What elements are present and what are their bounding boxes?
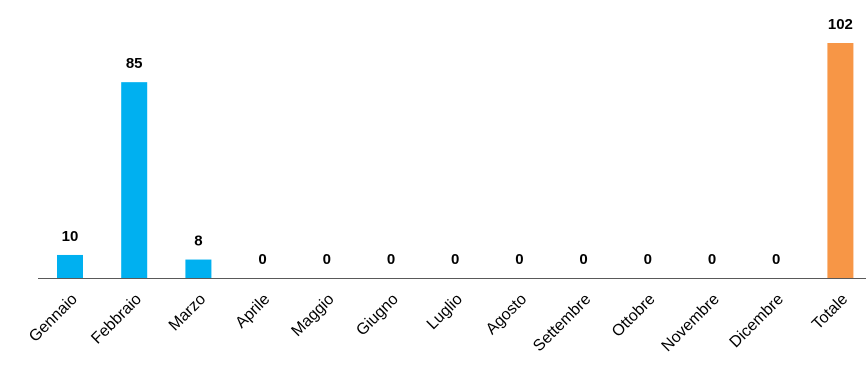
value-label-agosto: 0 [515,251,523,268]
tick-label-maggio: Maggio [288,291,337,340]
bars-group [57,43,854,279]
tick-label-settembre: Settembre [530,291,594,355]
value-label-dicembre: 0 [772,251,780,268]
tick-label-giugno: Giugno [353,291,402,340]
tick-label-dicembre: Dicembre [727,291,788,352]
bar-marzo [185,259,212,278]
bar-gennaio [57,254,83,278]
value-label-settembre: 0 [579,251,587,268]
tick-label-gennaio: Gennaio [26,291,81,346]
value-labels-group: 10 85 8 0 0 0 0 0 0 0 0 0 102 [62,16,853,268]
value-label-aprile: 0 [258,251,266,268]
bar-totale [827,43,854,278]
bar-febbraio [121,82,148,279]
value-label-luglio: 0 [451,251,459,268]
value-label-ottobre: 0 [644,251,652,268]
tick-label-agosto: Agosto [483,291,530,338]
tick-label-novembre: Novembre [659,291,723,355]
tick-label-ottobre: Ottobre [609,291,659,341]
tick-label-febbraio: Febbraio [88,291,145,348]
value-label-marzo: 8 [194,233,202,250]
value-label-totale: 102 [828,16,853,33]
tick-label-marzo: Marzo [166,291,210,335]
tick-label-luglio: Luglio [424,291,466,333]
value-label-febbraio: 85 [126,55,143,72]
value-label-novembre: 0 [708,251,716,268]
x-tick-labels-group: Gennaio Febbraio Marzo Aprile Maggio Giugno Lu… [26,291,851,355]
value-label-maggio: 0 [323,251,331,268]
tick-label-totale: Totale [809,291,851,333]
value-label-giugno: 0 [387,251,395,268]
tick-label-aprile: Aprile [232,291,273,332]
value-label-gennaio: 10 [62,228,79,245]
